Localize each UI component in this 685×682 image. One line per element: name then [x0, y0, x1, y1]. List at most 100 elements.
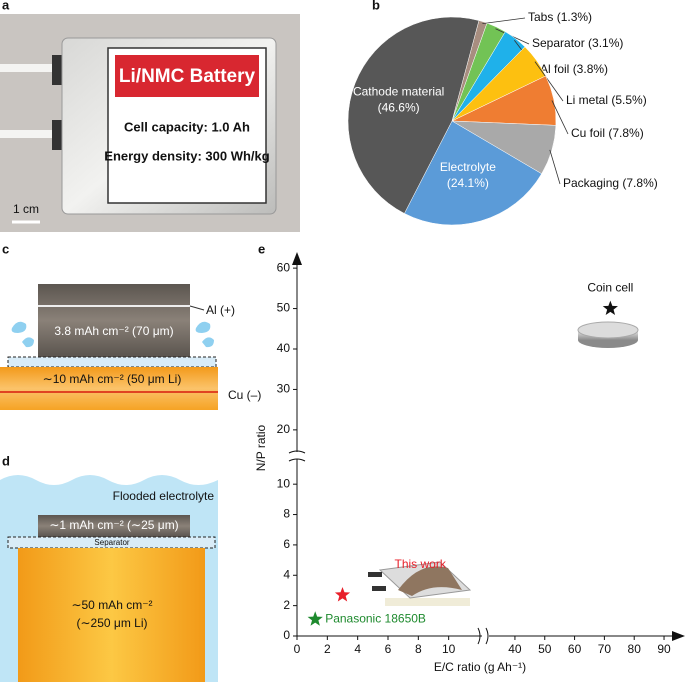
separator — [7, 356, 217, 368]
x-tick-label: 4 — [354, 642, 361, 656]
leader-line — [482, 17, 526, 25]
coin-cell-top — [577, 321, 639, 339]
scale-bar-label: 1 cm — [13, 202, 39, 216]
x-tick-label: 40 — [508, 642, 522, 656]
droplet — [195, 321, 214, 348]
pie-label: Cathode material (46.6%) — [353, 85, 444, 115]
battery-spec: Cell capacity: 1.0 Ah — [124, 119, 250, 134]
x-axis-arrow — [672, 631, 685, 641]
battery-photo: Li/NMC Battery Cell capacity: 1.0 Ah Ene… — [0, 14, 300, 232]
series-label: This work — [395, 557, 447, 571]
cathode-label: 3.8 mAh cm⁻² (70 μm) — [54, 324, 173, 338]
diagram-c: Al (+) 3.8 mAh cm⁻² (70 μm) ∼10 mAh cm⁻²… — [0, 284, 261, 410]
category-label: Li metal — [566, 93, 608, 107]
y-tick-label: 10 — [277, 476, 291, 490]
x-tick-label: 50 — [538, 642, 552, 656]
x-tick-label: 90 — [657, 642, 671, 656]
category-label: Electrolyte — [440, 160, 496, 174]
value-label: (24.1%) — [447, 176, 489, 190]
value-label: (3.1%) — [588, 36, 623, 50]
tab — [0, 130, 70, 138]
x-tick-label: 70 — [598, 642, 612, 656]
axis-break — [477, 627, 489, 645]
cathode-layer — [38, 515, 190, 537]
x-tick-label: 10 — [442, 642, 456, 656]
data-point — [334, 587, 351, 602]
pie-label: Al foil (3.8%) — [540, 62, 608, 76]
electrolyte-label: Flooded electrolyte — [113, 489, 215, 503]
pie-label: Packaging (7.8%) — [563, 176, 658, 190]
y-tick-label: 2 — [283, 598, 290, 612]
series-label: Panasonic 18650B — [325, 611, 426, 625]
leader-line — [189, 305, 205, 311]
pie-label: Li metal (5.5%) — [566, 93, 647, 107]
x-tick-label: 0 — [294, 642, 301, 656]
anode-label: ∼50 mAh cm⁻² — [71, 598, 152, 612]
x-tick-label: 80 — [628, 642, 642, 656]
separator-label: Separator — [94, 538, 129, 547]
panel-letter: b — [372, 0, 380, 12]
x-tick-label: 60 — [568, 642, 582, 656]
illustrations — [368, 321, 639, 606]
leader-line — [534, 61, 564, 102]
y-tick-label: 40 — [277, 341, 291, 355]
pie-label: Separator (3.1%) — [532, 36, 623, 50]
pouch-electrode — [398, 566, 462, 596]
x-tick-label: 8 — [415, 642, 422, 656]
li-layer — [0, 367, 218, 410]
y-tick-label: 30 — [277, 382, 291, 396]
value-label: (7.8%) — [622, 176, 657, 190]
axis-break — [288, 450, 306, 462]
y-tick-label: 60 — [277, 260, 291, 274]
tab — [368, 572, 382, 577]
panel-letter: a — [2, 0, 10, 12]
data-point — [602, 300, 618, 316]
droplet — [11, 321, 34, 348]
pouch-layer — [385, 598, 470, 606]
pie-slice — [347, 16, 480, 214]
battery-title: Li/NMC Battery — [119, 66, 256, 87]
y-tick-label: 50 — [277, 301, 291, 315]
category-label: Separator — [532, 36, 585, 50]
category-label: Packaging — [563, 176, 619, 190]
y-tick-label: 6 — [283, 537, 290, 551]
data-point — [307, 611, 323, 626]
y-tick-label: 20 — [277, 422, 291, 436]
pie-label: Tabs (1.3%) — [528, 10, 592, 24]
value-label: (7.8%) — [608, 126, 643, 140]
cu-label: Cu (–) — [228, 388, 261, 402]
al-label: Al (+) — [206, 303, 235, 317]
pie-label: Electrolyte (24.1%) — [440, 160, 496, 190]
label-header — [115, 55, 259, 97]
cathode-label: ∼1 mAh cm⁻² (∼25 μm) — [49, 518, 178, 532]
category-label: Al foil — [540, 62, 569, 76]
y-tick-label: 4 — [283, 567, 290, 581]
x-tick-label: 6 — [385, 642, 392, 656]
y-tick-label: 8 — [283, 507, 290, 521]
value-label: (5.5%) — [611, 93, 646, 107]
series-label: Coin cell — [587, 281, 633, 295]
anode-label: ∼10 mAh cm⁻² (50 μm Li) — [43, 372, 182, 386]
x-axis-label: E/C ratio (g Ah⁻¹) — [434, 660, 526, 674]
panel-letter: e — [258, 241, 265, 256]
pie-label: Cu foil (7.8%) — [571, 126, 644, 140]
category-label: Cathode material — [353, 85, 444, 99]
leader-line — [551, 100, 569, 135]
battery-spec: Energy density: 300 Wh/kg — [104, 148, 269, 163]
cathode-layer — [38, 284, 190, 357]
tab — [372, 586, 386, 591]
diagram-d: Flooded electrolyte ∼1 mAh cm⁻² (∼25 μm)… — [0, 475, 218, 682]
tab — [0, 64, 70, 72]
value-label: (46.6%) — [378, 101, 420, 115]
panel-letter: d — [2, 453, 10, 468]
panel-letter: c — [2, 241, 9, 256]
x-tick-label: 2 — [324, 642, 331, 656]
li-layer — [18, 548, 205, 682]
value-label: (1.3%) — [557, 10, 592, 24]
anode-label: (∼250 μm Li) — [77, 616, 148, 630]
category-label: Tabs — [528, 10, 553, 24]
y-tick-label: 0 — [283, 628, 290, 642]
value-label: (3.8%) — [573, 62, 608, 76]
